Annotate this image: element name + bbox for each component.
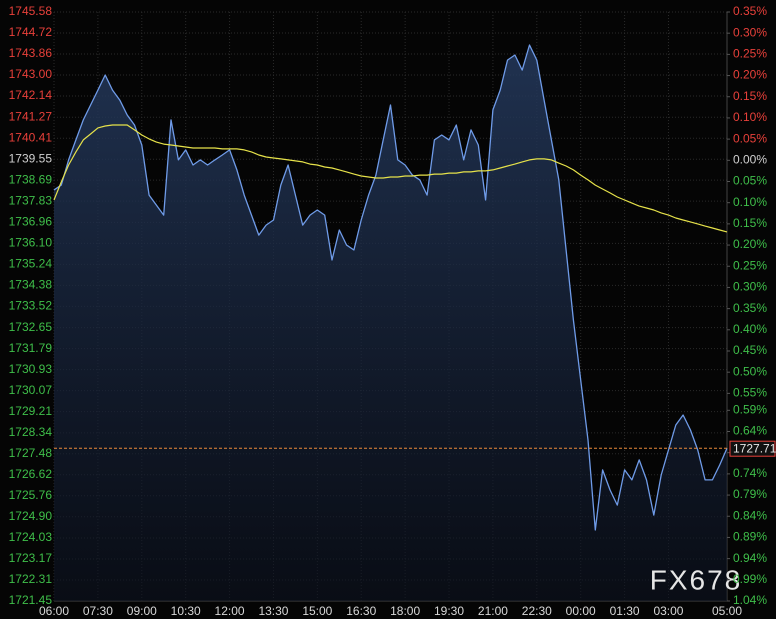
price-line xyxy=(53,44,728,531)
y-tick-label: 1742.14 xyxy=(9,88,53,102)
x-tick-label: 19:30 xyxy=(434,604,464,618)
y-tick-label: 1737.83 xyxy=(9,193,53,207)
y-tick-label: 1730.07 xyxy=(9,383,53,397)
y2-tick-label: 0.35% xyxy=(733,301,767,315)
last-price-box xyxy=(729,440,776,457)
y-tick-label: 1728.34 xyxy=(9,425,53,439)
y-tick-label: 1741.27 xyxy=(9,109,53,123)
x-tick-label: 21:00 xyxy=(478,604,508,618)
y2-tick-label: 0.05% xyxy=(733,131,767,145)
y-tick-label: 1730.93 xyxy=(9,362,53,376)
y-tick-label: 1736.96 xyxy=(9,215,53,229)
watermark: FX678 xyxy=(650,564,743,595)
y-tick-label: 1724.03 xyxy=(9,530,53,544)
y2-tick-label: 0.30% xyxy=(733,25,767,39)
y2-tick-label: 0.84% xyxy=(733,508,767,522)
x-tick-label: 05:00 xyxy=(712,604,742,618)
y-tick-label: 1722.31 xyxy=(9,572,53,586)
x-tick-label: 00:00 xyxy=(566,604,596,618)
y-tick-label: 1740.41 xyxy=(9,130,53,144)
y2-tick-label: 0.10% xyxy=(733,195,767,209)
y2-tick-label: 0.05% xyxy=(733,174,767,188)
x-tick-label: 22:30 xyxy=(522,604,552,618)
y-tick-label: 1731.79 xyxy=(9,341,53,355)
y2-tick-label: 0.25% xyxy=(733,258,767,272)
x-tick-label: 03:00 xyxy=(653,604,683,618)
y-tick-label: 1726.62 xyxy=(9,467,53,481)
y2-tick-label: 0.40% xyxy=(733,322,767,336)
y2-tick-label: 0.15% xyxy=(733,89,767,103)
y2-tick-label: 0.45% xyxy=(733,343,767,357)
y2-tick-label: 0.89% xyxy=(733,530,767,544)
y2-tick-label: 0.50% xyxy=(733,364,767,378)
x-tick-label: 16:30 xyxy=(346,604,376,618)
y2-tick-label: 0.74% xyxy=(733,466,767,480)
y-tick-label: 1727.48 xyxy=(9,446,53,460)
y-tick-label: 1721.45 xyxy=(9,593,53,607)
y-tick-label: 1724.90 xyxy=(9,509,53,523)
y2-tick-label: 0.59% xyxy=(733,402,767,416)
y2-tick-label: 0.10% xyxy=(733,110,767,124)
y-tick-label: 1735.24 xyxy=(9,257,53,271)
x-tick-label: 12:00 xyxy=(215,604,245,618)
y2-tick-label: 0.20% xyxy=(733,68,767,82)
y2-tick-label: 0.30% xyxy=(733,280,767,294)
y2-tick-label: 0.20% xyxy=(733,237,767,251)
average-line xyxy=(53,124,728,233)
y2-tick-label: 0.15% xyxy=(733,216,767,230)
y-tick-label: 1725.76 xyxy=(9,488,53,502)
x-tick-label: 18:00 xyxy=(390,604,420,618)
x-tick-label: 15:00 xyxy=(302,604,332,618)
y-tick-label: 1736.10 xyxy=(9,236,53,250)
y2-tick-label: 0.79% xyxy=(733,487,767,501)
y-tick-label: 1738.69 xyxy=(9,172,53,186)
y-tick-label: 1739.55 xyxy=(9,151,53,165)
y-tick-label: 1729.21 xyxy=(9,404,53,418)
y-tick-label: 1734.38 xyxy=(9,278,53,292)
x-tick-label: 09:00 xyxy=(127,604,157,618)
y-tick-label: 1745.58 xyxy=(9,4,53,18)
x-tick-label: 06:00 xyxy=(39,604,69,618)
x-tick-label: 10:30 xyxy=(171,604,201,618)
last-price-label: 1727.71 xyxy=(733,441,776,455)
x-tick-label: 01:30 xyxy=(610,604,640,618)
y-tick-label: 1743.00 xyxy=(9,67,53,81)
y-tick-label: 1733.52 xyxy=(9,299,53,313)
y2-tick-label: 0.94% xyxy=(733,551,767,565)
y-tick-label: 1744.72 xyxy=(9,25,53,39)
y2-tick-label: 1.04% xyxy=(733,593,767,607)
x-tick-label: 13:30 xyxy=(258,604,288,618)
y-tick-label: 1743.86 xyxy=(9,46,53,60)
y2-tick-label: 0.99% xyxy=(733,572,767,586)
y2-tick-label: 0.55% xyxy=(733,386,767,400)
y2-tick-label: 0.25% xyxy=(733,47,767,61)
y2-tick-label: 0.35% xyxy=(733,4,767,18)
y2-tick-label: 0.64% xyxy=(733,424,767,438)
y-tick-label: 1723.17 xyxy=(9,551,53,565)
y-tick-label: 1732.65 xyxy=(9,320,53,334)
y2-tick-label: 0.00% xyxy=(733,152,767,166)
x-tick-label: 07:30 xyxy=(83,604,113,618)
